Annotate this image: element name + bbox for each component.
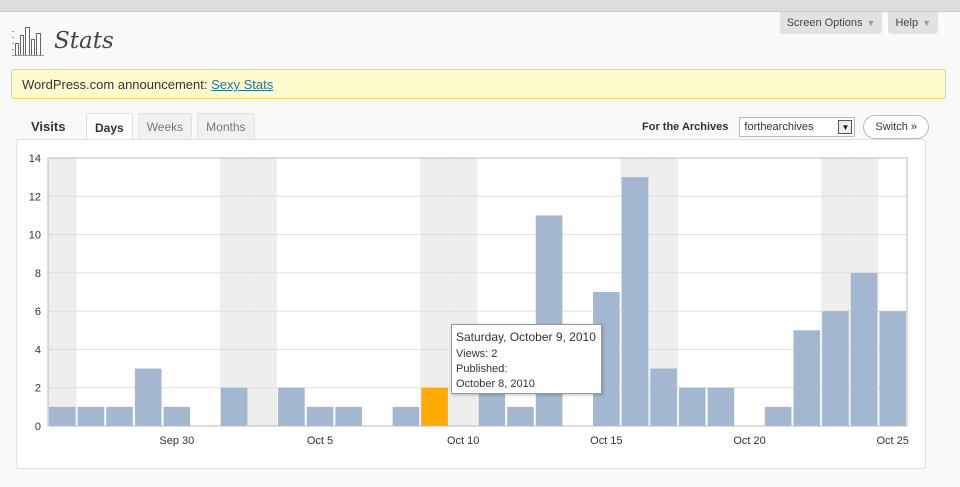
- bar-highlighted: [421, 387, 448, 426]
- bar: [306, 406, 334, 426]
- switch-button[interactable]: Switch »: [863, 115, 929, 139]
- bar: [478, 387, 506, 426]
- sexy-stats-link[interactable]: Sexy Stats: [211, 77, 274, 92]
- page-header: Stats: [12, 25, 114, 57]
- x-tick-label: Oct 20: [733, 435, 765, 447]
- bar: [392, 406, 420, 426]
- screen-options-button[interactable]: Screen Options ▼: [779, 12, 883, 34]
- screen-meta-links: Screen Options ▼ Help ▼: [779, 12, 938, 34]
- bar: [621, 177, 649, 426]
- visits-label: Visits: [31, 119, 66, 134]
- blog-switcher: For the Archives forthearchives ▼ Switch…: [642, 115, 929, 139]
- plot-frame: [47, 157, 908, 427]
- bar: [678, 387, 706, 426]
- visits-chart-panel: 0 2 4 6 8 10 12 14 Sep 30 Oct 5 Oct 10 Oct 15 Oct 20…: [16, 139, 926, 469]
- bar: [77, 406, 105, 426]
- bar: [793, 330, 821, 426]
- x-tick-label: Oct 5: [307, 435, 333, 447]
- screen-options-label: Screen Options: [786, 16, 863, 29]
- bar: [535, 215, 563, 426]
- y-tick-label: 4: [35, 344, 41, 356]
- tooltip-published-date: October 8, 2010: [456, 378, 535, 390]
- bar: [707, 387, 735, 426]
- bar: [134, 368, 162, 426]
- y-tick-label: 14: [29, 153, 41, 165]
- blog-selector-label: For the Archives: [642, 121, 729, 133]
- x-tick-label: Oct 10: [447, 435, 479, 447]
- period-tabs: Days Weeks Months: [86, 113, 255, 141]
- help-label: Help: [895, 16, 919, 29]
- blog-select-value: forthearchives: [744, 121, 814, 133]
- announcement-notice: WordPress.com announcement: Sexy Stats: [11, 69, 946, 99]
- y-tick-label: 12: [29, 191, 41, 203]
- weekend-band: [48, 158, 77, 426]
- tooltip-published-label: Published:: [456, 363, 508, 375]
- x-tick-label: Sep 30: [159, 435, 194, 447]
- y-tick-label: 2: [35, 383, 41, 395]
- admin-top-bar: [0, 0, 960, 12]
- x-tick-label: Oct 15: [590, 435, 622, 447]
- visits-bar-chart: 0 2 4 6 8 10 12 14 Sep 30 Oct 5 Oct 10 Oct 15 Oct 20…: [29, 153, 909, 447]
- weekend-band: [248, 158, 278, 426]
- y-tick-label: 8: [35, 268, 41, 280]
- bar: [335, 406, 362, 426]
- bar: [220, 387, 248, 426]
- help-button[interactable]: Help ▼: [888, 12, 938, 34]
- caret-down-icon: ▼: [922, 17, 931, 28]
- y-tick-label: 0: [35, 421, 41, 433]
- bar: [650, 368, 677, 426]
- y-tick-label: 10: [29, 230, 41, 242]
- x-tick-label: Oct 25: [876, 435, 908, 447]
- caret-down-icon: ▼: [866, 17, 876, 28]
- bar: [850, 272, 878, 426]
- bar: [106, 406, 133, 426]
- tooltip-date: Saturday, October 9, 2010: [456, 330, 596, 344]
- bar: [879, 311, 906, 426]
- bar: [49, 406, 76, 426]
- bar: [822, 311, 849, 426]
- bar: [507, 406, 534, 426]
- y-tick-label: 6: [35, 306, 41, 318]
- stats-icon: [12, 27, 44, 56]
- bar: [163, 406, 191, 426]
- chart-tooltip: Saturday, October 9, 2010 Views: 2 Publi…: [451, 324, 602, 394]
- weekend-band: [219, 158, 249, 426]
- tab-months[interactable]: Months: [197, 113, 255, 140]
- page-title: Stats: [54, 28, 114, 54]
- tab-days[interactable]: Days: [86, 113, 133, 141]
- tooltip-views: Views: 2: [456, 348, 498, 360]
- blog-select[interactable]: forthearchives ▼: [739, 117, 856, 137]
- dropdown-arrow-icon: ▼: [838, 120, 853, 134]
- bar: [278, 387, 305, 426]
- tab-weeks[interactable]: Weeks: [137, 113, 193, 140]
- bar: [764, 406, 792, 426]
- weekend-band: [420, 158, 449, 426]
- announcement-text: WordPress.com announcement:: [22, 77, 212, 92]
